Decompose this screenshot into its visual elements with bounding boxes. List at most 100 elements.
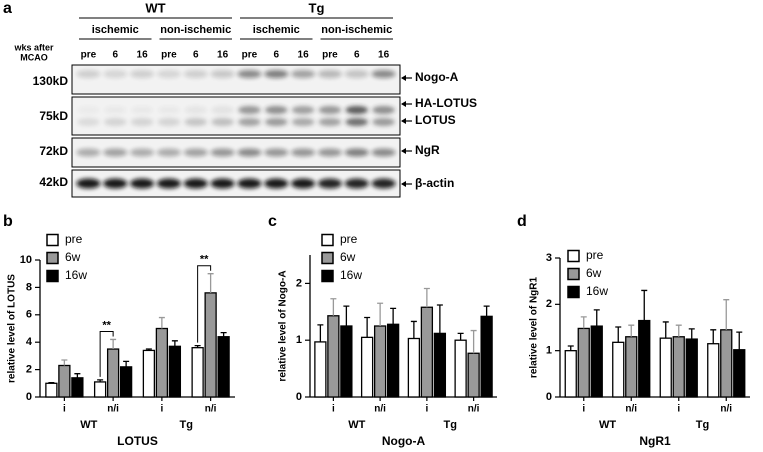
blot-band — [210, 178, 235, 189]
group-label: Tg — [444, 419, 457, 431]
blot-band — [371, 148, 396, 157]
error-bar — [194, 344, 201, 348]
error-bar — [377, 302, 384, 326]
error-bar — [593, 309, 600, 327]
blot-band — [371, 178, 396, 189]
size-label: 75kD — [39, 109, 68, 123]
error-bar — [158, 316, 165, 329]
bar — [45, 382, 58, 398]
legend-swatch — [567, 285, 580, 299]
bar — [720, 329, 733, 398]
bar — [612, 341, 625, 398]
legend-label: pre — [340, 232, 358, 246]
arrow-head — [401, 148, 406, 154]
bar — [327, 315, 340, 398]
bar — [191, 347, 204, 398]
error-bar — [567, 345, 574, 351]
x-tick-label: n/i — [205, 404, 217, 415]
blot-band — [317, 178, 342, 189]
panel-label: b — [3, 213, 13, 230]
blot-band — [371, 70, 396, 78]
legend-swatch — [567, 249, 580, 263]
error-bar — [207, 273, 214, 293]
y-tick-label: 0 — [546, 391, 552, 403]
blot-band — [103, 118, 127, 126]
blot-band — [157, 118, 181, 126]
blot-band — [317, 70, 342, 78]
bar — [733, 349, 746, 398]
genotype-label: Tg — [309, 0, 325, 15]
significance-label: ** — [200, 254, 209, 266]
error-bar — [470, 329, 477, 354]
arrow-head — [401, 101, 406, 107]
blot-band — [77, 106, 100, 114]
error-bar — [628, 324, 635, 337]
legend-label: pre — [65, 232, 83, 246]
error-bar — [123, 360, 130, 367]
blot-frame — [71, 64, 401, 95]
significance-bracket — [197, 265, 212, 343]
error-bar — [688, 328, 695, 340]
blot-band — [103, 178, 128, 189]
blot-band — [264, 118, 288, 126]
error-bar — [641, 289, 648, 321]
blot-band — [237, 70, 262, 78]
blot-band — [103, 148, 128, 157]
arrow-head — [401, 75, 406, 81]
lane-label: pre — [242, 50, 258, 61]
legend-swatch — [321, 251, 334, 265]
error-bar — [723, 299, 730, 330]
x-tick-label: n/i — [374, 404, 386, 415]
error-bar — [48, 381, 55, 384]
lane-label: 6 — [273, 50, 279, 61]
panel-label: c — [268, 213, 277, 230]
significance-bracket — [99, 330, 114, 377]
bar — [433, 332, 447, 398]
blot-band — [184, 118, 208, 126]
blot-band — [345, 106, 369, 114]
error-bar — [736, 331, 743, 350]
legend-label: 16w — [586, 284, 608, 298]
x-tick-label: n/i — [625, 404, 637, 415]
bar — [407, 337, 421, 398]
bar — [386, 323, 400, 398]
panel-label: a — [3, 0, 12, 17]
bar — [467, 352, 480, 398]
bar — [360, 336, 374, 398]
panel-label: d — [517, 213, 527, 230]
y-tick-label: 10 — [20, 254, 32, 266]
error-bar — [710, 329, 717, 344]
bar — [58, 364, 71, 398]
condition-label: ischemic — [253, 24, 300, 36]
size-label: 72kD — [39, 144, 68, 158]
group-label: Tg — [180, 419, 193, 431]
lane-label: pre — [161, 50, 177, 61]
error-bar — [317, 324, 324, 342]
lane-label: 6 — [354, 50, 360, 61]
lane-label: pre — [322, 50, 338, 61]
blot-band — [372, 106, 395, 114]
blot-band — [317, 148, 342, 157]
blot-band — [210, 70, 235, 78]
error-bar — [580, 316, 587, 329]
size-label: 42kD — [39, 175, 68, 189]
bar — [71, 377, 84, 398]
blot-band — [130, 178, 155, 189]
x-tick-label: i — [582, 404, 585, 415]
lane-label: 16 — [217, 50, 229, 61]
blot-band — [156, 70, 181, 78]
error-bar — [410, 320, 417, 339]
lane-label: 6 — [112, 50, 118, 61]
protein-label: NgR — [415, 143, 440, 157]
legend-swatch — [46, 233, 59, 247]
lane-label: pre — [81, 50, 97, 61]
blot-band — [291, 148, 316, 157]
error-bar — [662, 321, 669, 339]
x-tick-label: i — [332, 404, 335, 415]
error-bar — [615, 326, 622, 343]
bar — [155, 327, 169, 398]
error-bar — [390, 307, 397, 325]
blot-band — [157, 106, 181, 114]
y-axis-label: relative level of Nogo-A — [278, 270, 289, 381]
